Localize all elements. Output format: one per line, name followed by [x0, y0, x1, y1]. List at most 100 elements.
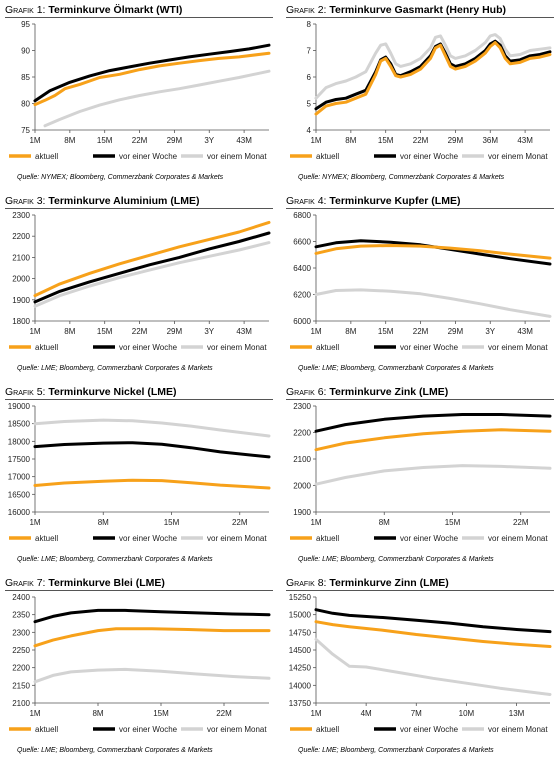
- x-tick-label: 1M: [310, 136, 321, 145]
- series-line-woche: [33, 608, 271, 624]
- x-tick-label: 36M: [482, 136, 498, 145]
- legend-label-aktuell: aktuell: [316, 343, 339, 352]
- y-tick-label: 14250: [289, 664, 312, 673]
- line-chart: 4 5 6 7 8 1M 8M 15M 22M 29M 36M 43M aktuell vor einer…: [290, 20, 552, 161]
- legend-label-woche: vor einer Woche: [119, 534, 178, 543]
- x-tick-label: 15M: [378, 327, 394, 336]
- x-tick-label: 29M: [448, 136, 464, 145]
- series-line-aktuell: [33, 478, 271, 490]
- y-tick-label: 15000: [289, 611, 312, 620]
- x-tick-label: 7M: [411, 709, 422, 718]
- chart-title: Grafik 8: Terminkurve Zinn (LME): [286, 577, 554, 591]
- legend-label-monat: vor einem Monat: [207, 152, 267, 161]
- chart-panel-7: Grafik 7: Terminkurve Blei (LME) 2100 2150…: [5, 577, 273, 762]
- chart-title: Grafik 1: Terminkurve Ölmarkt (WTI): [5, 4, 273, 18]
- y-tick-label: 6200: [293, 291, 311, 300]
- y-tick-label: 7: [307, 47, 312, 56]
- legend-label-monat: vor einem Monat: [488, 152, 548, 161]
- x-tick-label: 43M: [236, 136, 252, 145]
- x-tick-label: 29M: [448, 327, 464, 336]
- y-tick-label: 2250: [12, 646, 30, 655]
- legend-label-woche: vor einer Woche: [400, 534, 459, 543]
- y-tick-label: 17000: [8, 473, 31, 482]
- line-chart: 1800 1900 2000 2100 2200 2300 1M 8M 15M 22M 29M 3Y 4…: [9, 211, 271, 352]
- legend-label-monat: vor einem Monat: [207, 534, 267, 543]
- x-tick-label: 8M: [98, 518, 109, 527]
- legend-label-monat: vor einem Monat: [488, 534, 548, 543]
- line-chart: 75 80 85 90 95 1M 8M 15M 22M 29M 3Y 43M aktuell vor e…: [9, 20, 271, 161]
- legend-label-woche: vor einer Woche: [119, 725, 178, 734]
- y-tick-label: 19000: [8, 402, 31, 411]
- chart-panel-4: Grafik 4: Terminkurve Kupfer (LME) 6000 62…: [286, 195, 554, 380]
- series-line-monat: [33, 667, 271, 684]
- y-tick-label: 1800: [12, 317, 30, 326]
- y-tick-label: 80: [21, 100, 30, 109]
- y-tick-label: 85: [21, 73, 30, 82]
- y-tick-label: 16500: [8, 490, 31, 499]
- legend-label-monat: vor einem Monat: [488, 725, 548, 734]
- y-tick-label: 2200: [293, 429, 311, 438]
- chart-title-prefix: Grafik 2:: [286, 4, 330, 16]
- series-line-woche: [314, 239, 552, 266]
- chart-panel-5: Grafik 5: Terminkurve Nickel (LME) 16000 1…: [5, 386, 273, 571]
- series-line-woche: [33, 43, 271, 103]
- legend-label-woche: vor einer Woche: [119, 343, 178, 352]
- series-line-woche: [33, 441, 271, 459]
- chart-title: Grafik 7: Terminkurve Blei (LME): [5, 577, 273, 591]
- chart-title-prefix: Grafik 6:: [286, 386, 330, 398]
- x-tick-label: 10M: [459, 709, 475, 718]
- x-tick-label: 22M: [513, 518, 529, 527]
- legend-label-woche: vor einer Woche: [119, 152, 178, 161]
- source-note: Quelle: LME; Bloomberg, Commerzbank Corp…: [298, 747, 494, 754]
- chart-panel-1: Grafik 1: Terminkurve Ölmarkt (WTI) 75 80 8…: [5, 4, 273, 189]
- series-line-woche: [314, 608, 552, 634]
- chart-panel-6: Grafik 6: Terminkurve Zink (LME) 1900 2000…: [286, 386, 554, 571]
- source-note: Quelle: NYMEX; Bloomberg, Commerzbank Co…: [17, 174, 224, 181]
- y-tick-label: 2300: [12, 628, 30, 637]
- y-tick-label: 2400: [12, 593, 30, 602]
- legend-label-aktuell: aktuell: [35, 534, 58, 543]
- series-line-monat: [43, 69, 271, 128]
- y-tick-label: 1900: [293, 508, 311, 517]
- x-tick-label: 29M: [167, 136, 183, 145]
- y-tick-label: 6800: [293, 211, 311, 220]
- x-tick-label: 15M: [378, 136, 394, 145]
- x-tick-label: 3Y: [204, 136, 214, 145]
- legend-label-aktuell: aktuell: [35, 725, 58, 734]
- series-line-aktuell: [314, 244, 552, 260]
- x-tick-label: 8M: [379, 518, 390, 527]
- source-note: Quelle: NYMEX; Bloomberg, Commerzbank Co…: [298, 174, 505, 181]
- y-tick-label: 2300: [293, 402, 311, 411]
- y-tick-label: 2000: [12, 275, 30, 284]
- y-tick-label: 2100: [293, 455, 311, 464]
- source-note: Quelle: LME; Bloomberg, Commerzbank Corp…: [298, 365, 494, 372]
- series-line-woche: [33, 231, 271, 304]
- y-tick-label: 2350: [12, 611, 30, 620]
- series-line-aktuell: [314, 428, 552, 452]
- series-line-monat: [33, 241, 271, 308]
- y-tick-label: 2000: [293, 482, 311, 491]
- chart-title-prefix: Grafik 1:: [5, 4, 49, 16]
- legend-label-aktuell: aktuell: [316, 725, 339, 734]
- x-tick-label: 8M: [345, 327, 356, 336]
- y-tick-label: 18000: [8, 437, 31, 446]
- series-line-woche: [314, 413, 552, 433]
- y-tick-label: 6400: [293, 264, 311, 273]
- chart-title-prefix: Grafik 3:: [5, 195, 49, 207]
- x-tick-label: 13M: [509, 709, 525, 718]
- source-note: Quelle: LME; Bloomberg, Commerzbank Corp…: [298, 556, 494, 563]
- legend-label-monat: vor einem Monat: [207, 343, 267, 352]
- y-tick-label: 14000: [289, 681, 312, 690]
- chart-title-text: Terminkurve Nickel (LME): [48, 386, 177, 398]
- series-line-monat: [314, 464, 552, 486]
- chart-title-prefix: Grafik 4:: [286, 195, 330, 207]
- x-tick-label: 22M: [232, 518, 248, 527]
- y-tick-label: 2100: [12, 699, 30, 708]
- y-tick-label: 6: [307, 73, 312, 82]
- chart-title-text: Terminkurve Aluminium (LME): [48, 195, 200, 207]
- y-tick-label: 6000: [293, 317, 311, 326]
- x-tick-label: 22M: [413, 136, 429, 145]
- x-tick-label: 1M: [310, 709, 321, 718]
- chart-title: Grafik 2: Terminkurve Gasmarkt (Henry Hu…: [286, 4, 554, 18]
- x-tick-label: 22M: [132, 136, 148, 145]
